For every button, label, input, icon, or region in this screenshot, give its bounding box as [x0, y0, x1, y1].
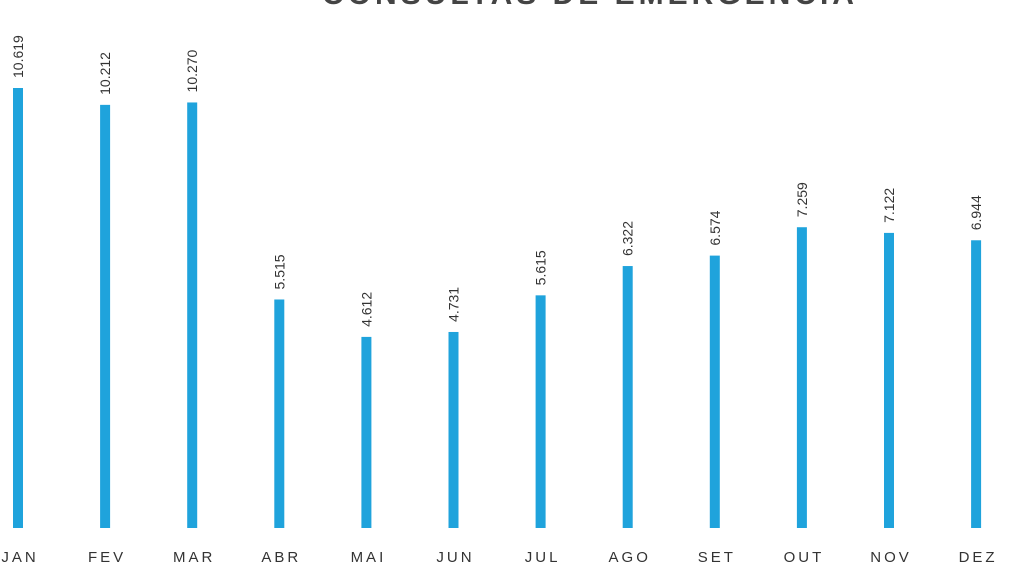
value-label: 10.270	[184, 49, 200, 92]
x-tick-label: MAI	[351, 549, 387, 566]
x-tick-label: OUT	[784, 549, 825, 566]
x-tick-label: ABR	[261, 549, 301, 566]
bar	[709, 255, 720, 529]
value-label: 5.515	[271, 254, 287, 289]
value-label: 6.322	[620, 221, 636, 256]
x-tick-label: NOV	[870, 549, 912, 566]
value-label: 6.944	[968, 195, 984, 230]
chart-title: CONSULTAS DE EMERGÊNCIA	[322, 0, 858, 11]
bar	[100, 104, 111, 529]
value-label: 6.574	[707, 210, 723, 245]
x-tick-label: MAR	[173, 549, 215, 566]
value-label: 4.612	[358, 292, 374, 327]
value-label: 10.212	[97, 52, 113, 95]
value-label: 10.619	[10, 35, 26, 78]
x-tick-label: JAN	[1, 549, 38, 566]
value-label: 7.122	[881, 188, 897, 223]
value-label: 4.731	[446, 287, 462, 322]
bar	[796, 227, 807, 528]
value-label: 5.615	[533, 250, 549, 285]
x-tick-label: JUL	[525, 549, 561, 566]
x-tick-label: FEV	[88, 549, 126, 566]
bar	[361, 336, 372, 528]
bar	[884, 232, 894, 528]
bar	[535, 295, 546, 528]
bar	[13, 88, 23, 528]
bar	[622, 266, 633, 528]
bar	[448, 331, 459, 528]
bar	[274, 299, 285, 528]
x-tick-label: JUN	[436, 549, 474, 566]
bar	[187, 102, 198, 528]
value-label: 7.259	[794, 182, 810, 217]
x-tick-label: SET	[698, 549, 736, 566]
bar	[971, 240, 982, 528]
x-tick-label: AGO	[609, 549, 651, 566]
x-tick-label: DEZ	[959, 549, 998, 566]
